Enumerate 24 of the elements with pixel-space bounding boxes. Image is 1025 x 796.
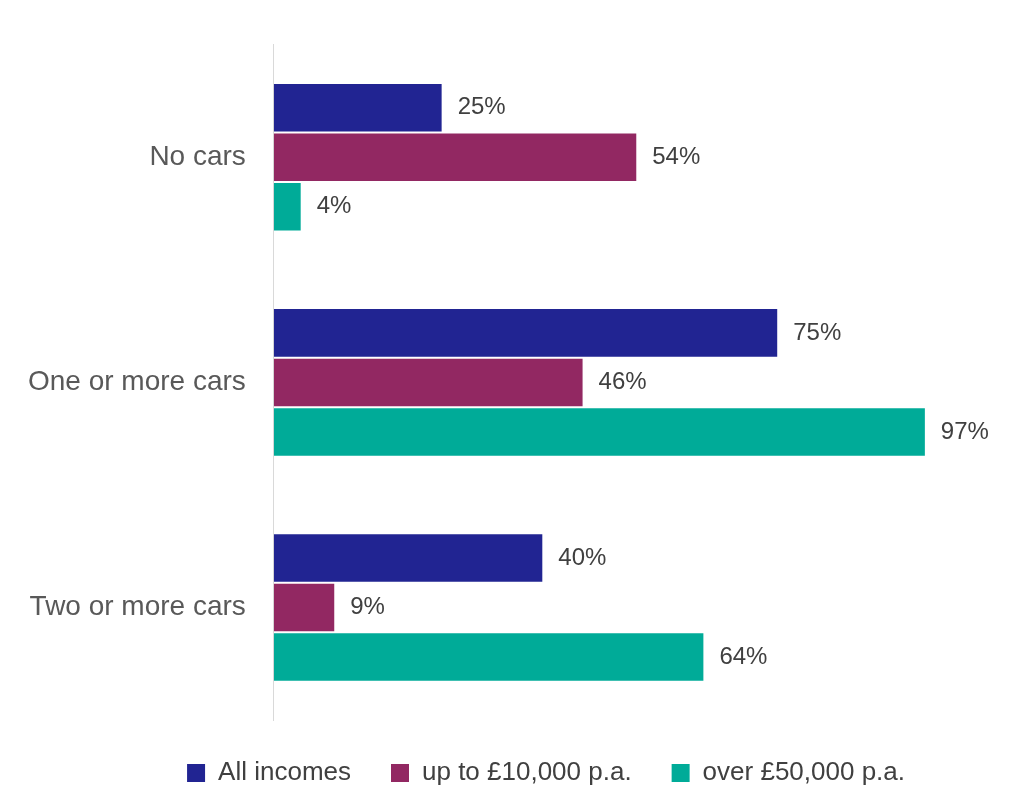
bar (273, 583, 335, 632)
bar (273, 534, 543, 582)
data-label: 25% (457, 92, 506, 120)
bar (273, 183, 301, 231)
data-label: 9% (350, 592, 385, 620)
y-tick-label: Two or more cars (29, 590, 246, 622)
bar (273, 358, 583, 407)
bar (273, 633, 704, 681)
data-label: 64% (719, 641, 768, 669)
bar (273, 408, 925, 456)
legend-label: up to £10,000 p.a. (422, 756, 632, 787)
data-label: 40% (558, 542, 607, 570)
bar (273, 133, 637, 182)
legend-label: over £50,000 p.a. (702, 756, 906, 787)
y-tick-label: One or more cars (27, 365, 246, 397)
data-label: 75% (793, 317, 842, 345)
bar (273, 309, 778, 357)
bar (273, 84, 442, 132)
y-tick-label: No cars (149, 140, 246, 172)
data-label: 97% (940, 416, 989, 444)
data-label: 4% (316, 191, 352, 219)
data-label: 54% (652, 141, 701, 169)
legend-label: All incomes (218, 756, 351, 787)
data-label: 46% (598, 367, 647, 395)
